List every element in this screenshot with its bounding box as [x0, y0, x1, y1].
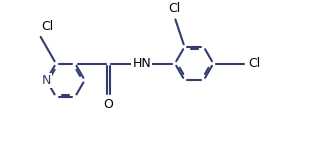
- Text: Cl: Cl: [41, 20, 53, 33]
- Text: Cl: Cl: [248, 57, 261, 70]
- Text: HN: HN: [132, 57, 151, 70]
- Text: O: O: [103, 98, 113, 111]
- Text: Cl: Cl: [168, 2, 181, 15]
- Text: N: N: [42, 74, 51, 87]
